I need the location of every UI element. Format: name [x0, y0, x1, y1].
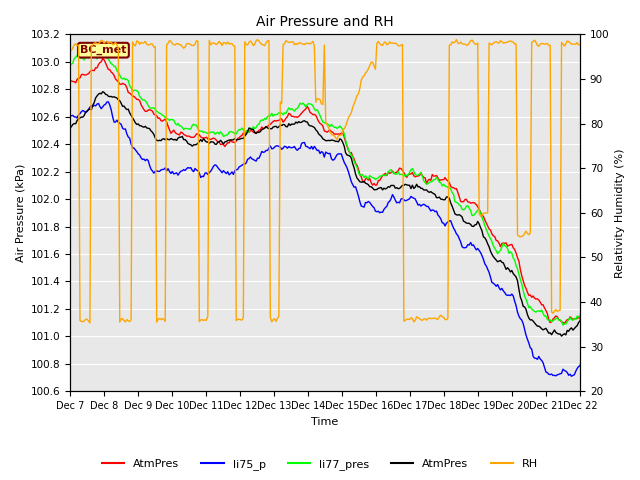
Title: Air Pressure and RH: Air Pressure and RH — [256, 15, 394, 29]
X-axis label: Time: Time — [312, 417, 339, 427]
Y-axis label: Air Pressure (kPa): Air Pressure (kPa) — [15, 164, 25, 262]
Y-axis label: Relativity Humidity (%): Relativity Humidity (%) — [615, 148, 625, 277]
Text: BC_met: BC_met — [80, 45, 127, 55]
Legend: AtmPres, li75_p, li77_pres, AtmPres, RH: AtmPres, li75_p, li77_pres, AtmPres, RH — [97, 455, 543, 474]
